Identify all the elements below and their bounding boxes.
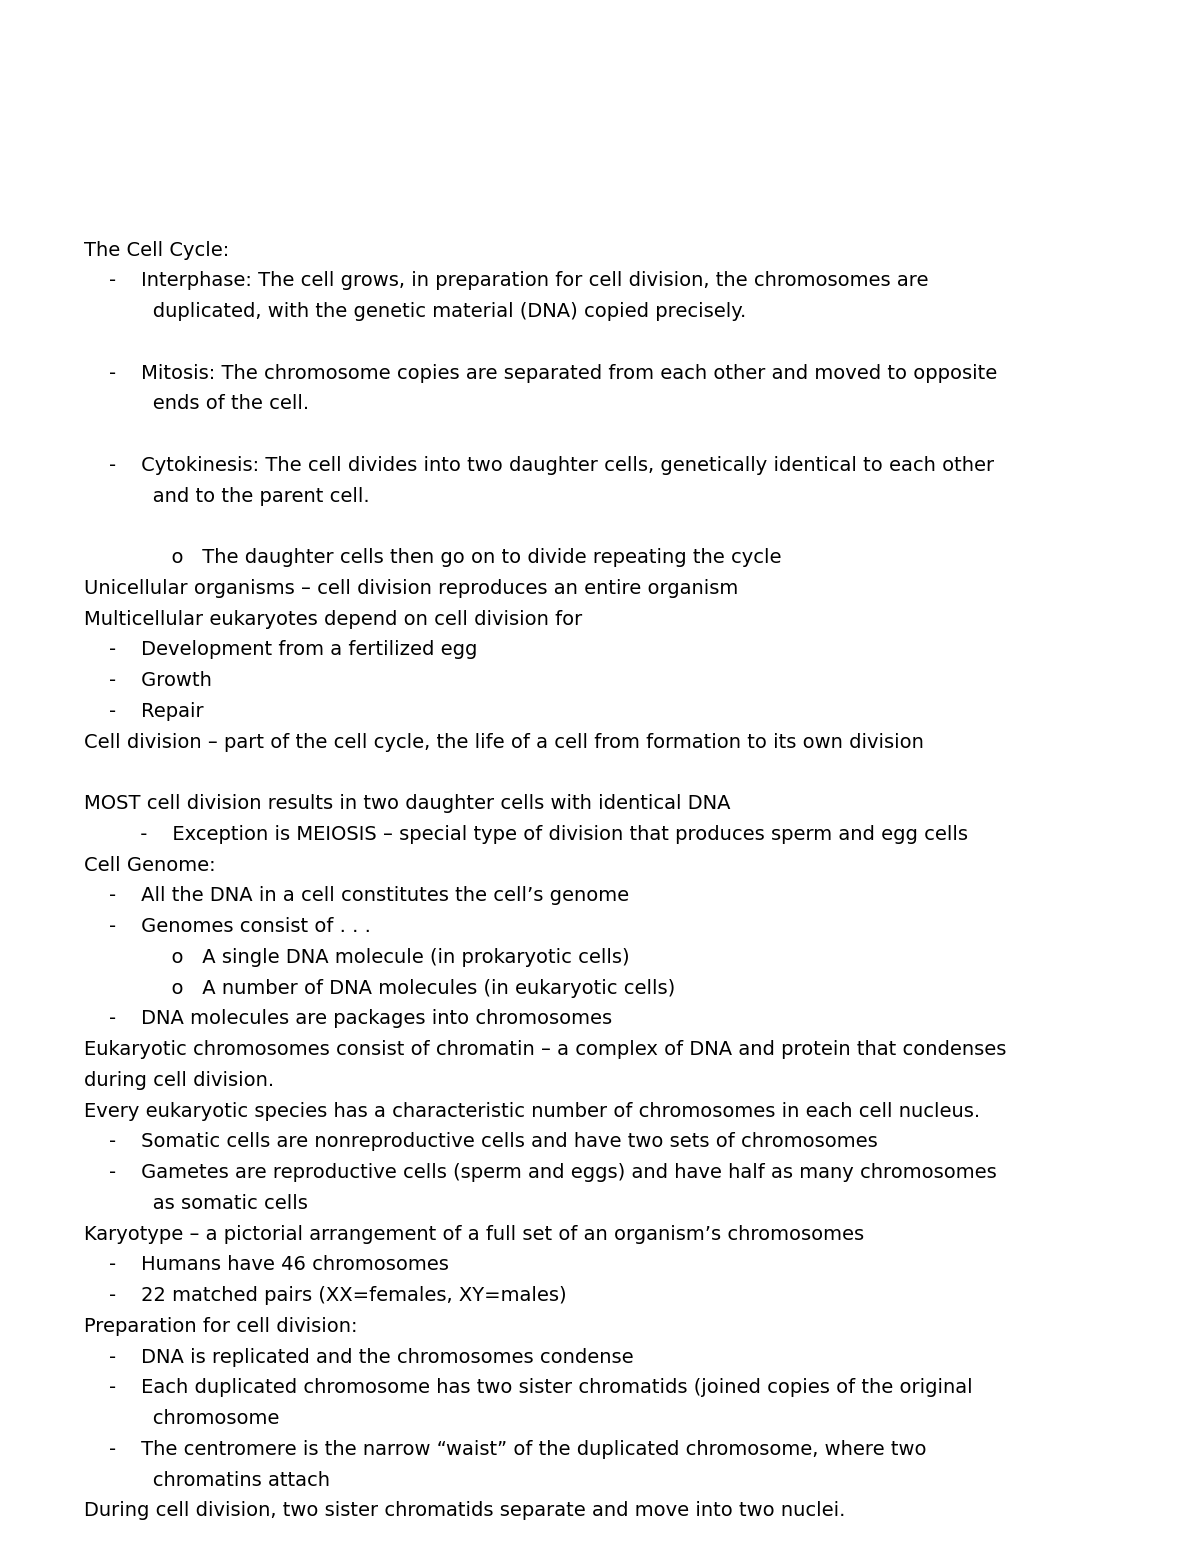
- Text: duplicated, with the genetic material (DNA) copied precisely.: duplicated, with the genetic material (D…: [84, 303, 746, 321]
- Text: as somatic cells: as somatic cells: [84, 1194, 308, 1213]
- Text: chromosome: chromosome: [84, 1409, 280, 1429]
- Text: -    Growth: - Growth: [84, 671, 212, 690]
- Text: -    22 matched pairs (XX=females, XY=males): - 22 matched pairs (XX=females, XY=males…: [84, 1286, 566, 1305]
- Text: -    Gametes are reproductive cells (sperm and eggs) and have half as many chrom: - Gametes are reproductive cells (sperm …: [84, 1163, 997, 1182]
- Text: The Cell Cycle:: The Cell Cycle:: [84, 241, 229, 259]
- Text: -    Exception is MEIOSIS – special type of division that produces sperm and egg: - Exception is MEIOSIS – special type of…: [84, 825, 968, 843]
- Text: -    Development from a fertilized egg: - Development from a fertilized egg: [84, 640, 478, 660]
- Text: -    The centromere is the narrow “waist” of the duplicated chromosome, where tw: - The centromere is the narrow “waist” o…: [84, 1440, 926, 1458]
- Text: Preparation for cell division:: Preparation for cell division:: [84, 1317, 358, 1336]
- Text: Cell division – part of the cell cycle, the life of a cell from formation to its: Cell division – part of the cell cycle, …: [84, 733, 924, 752]
- Text: Unicellular organisms – cell division reproduces an entire organism: Unicellular organisms – cell division re…: [84, 579, 738, 598]
- Text: chromatins attach: chromatins attach: [84, 1471, 330, 1489]
- Text: During cell division, two sister chromatids separate and move into two nuclei.: During cell division, two sister chromat…: [84, 1502, 845, 1520]
- Text: during cell division.: during cell division.: [84, 1072, 274, 1090]
- Text: -    Humans have 46 chromosomes: - Humans have 46 chromosomes: [84, 1255, 449, 1275]
- Text: Eukaryotic chromosomes consist of chromatin – a complex of DNA and protein that : Eukaryotic chromosomes consist of chroma…: [84, 1041, 1007, 1059]
- Text: o   A single DNA molecule (in prokaryotic cells): o A single DNA molecule (in prokaryotic …: [84, 947, 630, 968]
- Text: Karyotype – a pictorial arrangement of a full set of an organism’s chromosomes: Karyotype – a pictorial arrangement of a…: [84, 1225, 864, 1244]
- Text: Multicellular eukaryotes depend on cell division for: Multicellular eukaryotes depend on cell …: [84, 610, 582, 629]
- Text: o   A number of DNA molecules (in eukaryotic cells): o A number of DNA molecules (in eukaryot…: [84, 978, 676, 997]
- Text: and to the parent cell.: and to the parent cell.: [84, 486, 370, 506]
- Text: MOST cell division results in two daughter cells with identical DNA: MOST cell division results in two daught…: [84, 794, 731, 814]
- Text: -    Genomes consist of . . .: - Genomes consist of . . .: [84, 918, 371, 936]
- Text: -    DNA molecules are packages into chromosomes: - DNA molecules are packages into chromo…: [84, 1009, 612, 1028]
- Text: -    Each duplicated chromosome has two sister chromatids (joined copies of the : - Each duplicated chromosome has two sis…: [84, 1379, 973, 1398]
- Text: -    Cytokinesis: The cell divides into two daughter cells, genetically identica: - Cytokinesis: The cell divides into two…: [84, 457, 994, 475]
- Text: Every eukaryotic species has a characteristic number of chromosomes in each cell: Every eukaryotic species has a character…: [84, 1101, 980, 1121]
- Text: o   The daughter cells then go on to divide repeating the cycle: o The daughter cells then go on to divid…: [84, 548, 781, 567]
- Text: -    DNA is replicated and the chromosomes condense: - DNA is replicated and the chromosomes …: [84, 1348, 634, 1367]
- Text: -    All the DNA in a cell constitutes the cell’s genome: - All the DNA in a cell constitutes the …: [84, 887, 629, 905]
- Text: -    Mitosis: The chromosome copies are separated from each other and moved to o: - Mitosis: The chromosome copies are sep…: [84, 363, 997, 382]
- Text: -    Interphase: The cell grows, in preparation for cell division, the chromosom: - Interphase: The cell grows, in prepara…: [84, 272, 929, 290]
- Text: ends of the cell.: ends of the cell.: [84, 394, 310, 413]
- Text: -    Somatic cells are nonreproductive cells and have two sets of chromosomes: - Somatic cells are nonreproductive cell…: [84, 1132, 877, 1151]
- Text: Cell Genome:: Cell Genome:: [84, 856, 216, 874]
- Text: -    Repair: - Repair: [84, 702, 204, 721]
